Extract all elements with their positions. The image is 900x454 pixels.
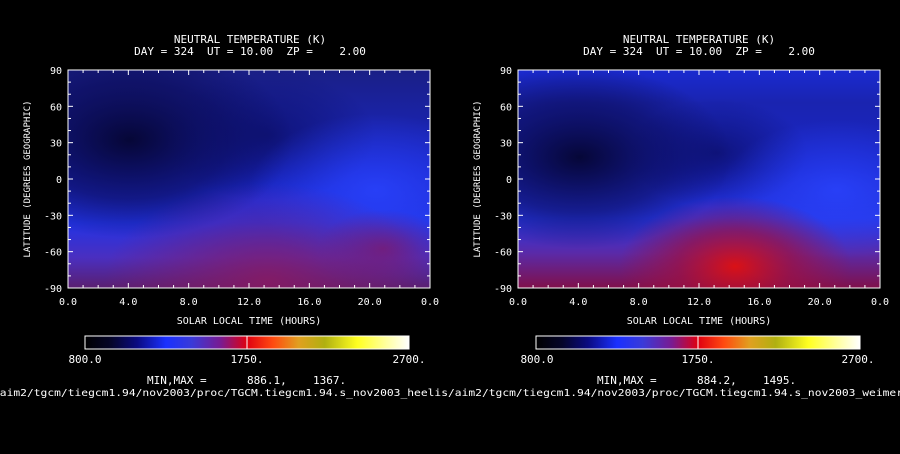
panel-right: NEUTRAL TEMPERATURE (K) DAY = 324 UT = 1… [473,33,889,387]
y-tick-label: -60 [44,248,62,259]
x-tick-label: 0.0 [509,297,527,308]
y-ticks-right: 90 60 30 0 -30 -60 -90 [494,66,880,295]
source-path-left: /aim2/tgcm/tiegcm1.94/nov2003/proc/TGCM.… [0,388,448,399]
colorbar-min-label: 800.0 [68,353,101,366]
y-tick-label: -60 [494,248,512,259]
y-tick-label: 60 [50,102,62,113]
y-tick-label: 90 [500,66,512,77]
x-tick-label: 20.0 [358,297,382,308]
x-tick-label: 4.0 [119,297,137,308]
heatmap-field [518,70,880,288]
x-axis-label: SOLAR LOCAL TIME (HOURS) [177,316,322,327]
colorbar-mid-label: 1750. [230,353,263,366]
y-tick-label: -90 [44,284,62,295]
max-value: 1367. [313,374,346,387]
x-ticks-right: 0.0 4.0 8.0 12.0 16.0 20.0 0.0 [509,70,889,308]
y-ticks-left: 90 60 30 0 -30 -60 -90 [44,66,430,295]
y-axis-label: LATITUDE (DEGREES GEOGRAPHIC) [23,100,33,257]
y-tick-label: 30 [500,139,512,150]
colorbar-max-label: 2700. [392,353,425,366]
x-tick-label: 0.0 [871,297,889,308]
panel-left: NEUTRAL TEMPERATURE (K) DAY = 324 UT = 1… [23,33,439,387]
chart-title: NEUTRAL TEMPERATURE (K) [623,33,775,46]
x-tick-label: 12.0 [237,297,261,308]
colorbar-max-label: 2700. [841,353,874,366]
y-tick-label: -30 [494,211,512,222]
heatmap-field [68,70,430,288]
x-tick-label: 12.0 [687,297,711,308]
min-value: 884.2, [697,374,737,387]
minmax-label: MIN,MAX = [597,374,657,387]
y-tick-label: 0 [506,175,512,186]
y-tick-label: -90 [494,284,512,295]
y-tick-label: 90 [50,66,62,77]
chart-title: NEUTRAL TEMPERATURE (K) [174,33,326,46]
y-axis-label: LATITUDE (DEGREES GEOGRAPHIC) [473,100,483,257]
x-tick-label: 16.0 [747,297,771,308]
max-value: 1495. [763,374,796,387]
y-tick-label: 60 [500,102,512,113]
x-tick-label: 0.0 [421,297,439,308]
colorbar-mid-label: 1750. [681,353,714,366]
y-tick-label: -30 [44,211,62,222]
x-ticks-left: 0.0 4.0 8.0 12.0 16.0 20.0 0.0 [59,70,439,308]
x-tick-label: 8.0 [630,297,648,308]
source-path-right: /aim2/tgcm/tiegcm1.94/nov2003/proc/TGCM.… [448,388,900,399]
y-tick-label: 30 [50,139,62,150]
x-tick-label: 4.0 [569,297,587,308]
chart-subtitle: DAY = 324 UT = 10.00 ZP = 2.00 [583,45,815,58]
x-tick-label: 16.0 [297,297,321,308]
x-tick-label: 0.0 [59,297,77,308]
y-tick-label: 0 [56,175,62,186]
chart-subtitle: DAY = 324 UT = 10.00 ZP = 2.00 [134,45,366,58]
x-axis-label: SOLAR LOCAL TIME (HOURS) [627,316,772,327]
x-tick-label: 8.0 [180,297,198,308]
x-tick-label: 20.0 [808,297,832,308]
colorbar-min-label: 800.0 [520,353,553,366]
minmax-label: MIN,MAX = [147,374,207,387]
min-value: 886.1, [247,374,287,387]
